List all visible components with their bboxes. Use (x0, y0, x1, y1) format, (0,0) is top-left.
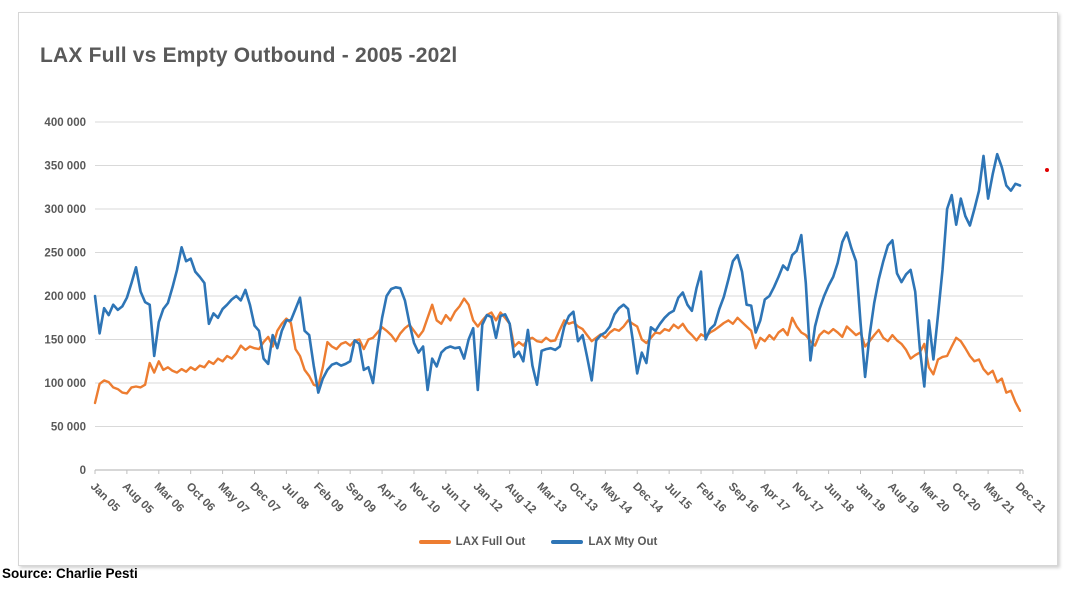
x-axis-tick-label: Feb 16 (694, 481, 728, 515)
x-axis-tick-label: Mar 06 (152, 481, 186, 515)
y-axis-tick-label: 150 000 (44, 335, 86, 347)
x-axis-tick-label: Feb 09 (311, 481, 345, 515)
chart-legend: LAX Full Out LAX Mty Out (0, 536, 1076, 548)
x-axis-tick-label: May 14 (598, 481, 634, 517)
x-axis-tick-label: Nov 10 (407, 481, 442, 516)
y-axis-tick-label: 350 000 (44, 161, 86, 173)
x-axis-tick-label: Oct 06 (184, 481, 217, 514)
x-axis-tick-label: Sep 09 (343, 481, 378, 516)
x-axis-tick-label: Jun 11 (439, 481, 473, 515)
y-axis-tick-label: 400 000 (44, 117, 86, 129)
x-axis-tick-label: Oct 20 (949, 481, 982, 514)
x-axis-tick-label: Jul 08 (279, 481, 311, 513)
x-axis-tick-label: Nov 17 (790, 481, 825, 516)
x-axis-tick-label: Jan 05 (88, 481, 122, 515)
x-axis-tick-label: Apr 17 (758, 481, 792, 515)
y-axis-tick-label: 200 000 (44, 291, 86, 303)
x-axis-tick-label: Mar 20 (917, 481, 951, 515)
x-axis-tick-label: Jul 15 (662, 481, 694, 513)
series-line-lax-full-out (93, 297, 1022, 412)
x-axis-tick-label: Jun 18 (821, 481, 856, 516)
x-axis-tick-label: Dec 14 (630, 481, 665, 516)
x-axis-tick-label: Aug 05 (120, 481, 156, 517)
x-axis-tick-label: Aug 12 (503, 481, 539, 517)
x-axis-tick-label: Apr 10 (375, 481, 409, 515)
x-axis-tick-label: Dec 21 (1013, 481, 1048, 516)
stray-red-dot (1045, 168, 1049, 172)
y-axis-tick-label: 250 000 (44, 248, 86, 260)
chart-container (18, 12, 1058, 566)
legend-label: LAX Full Out (455, 536, 526, 548)
x-axis-tick-label: May 07 (215, 481, 251, 517)
x-axis-tick-label: May 21 (981, 481, 1017, 517)
x-axis-tick-label: Aug 19 (885, 481, 921, 517)
y-axis-tick-label: 300 000 (44, 204, 86, 216)
x-axis-tick-label: Mar 13 (534, 481, 568, 515)
x-axis-tick-label: Dec 07 (247, 481, 282, 516)
x-axis-tick-label: Jan 12 (471, 481, 505, 515)
legend-label: LAX Mty Out (588, 536, 658, 548)
y-axis-tick-label: 100 000 (44, 378, 86, 390)
chart-title: LAX Full vs Empty Outbound - 2005 -202l (40, 44, 458, 67)
legend-item-lax-full-out: LAX Full Out (418, 536, 526, 548)
legend-line-swatch (551, 540, 584, 544)
x-axis-tick-label: Oct 13 (566, 481, 599, 514)
y-axis-tick-label: 50 000 (51, 422, 86, 434)
source-caption: Source: Charlie Pesti (2, 566, 138, 581)
x-axis-tick-label: Jan 19 (853, 481, 887, 515)
x-axis-tick-label: Sep 16 (726, 481, 761, 516)
y-axis-tick-label: 0 (80, 465, 86, 477)
legend-line-swatch (418, 540, 451, 544)
legend-item-lax-mty-out: LAX Mty Out (551, 536, 657, 548)
series-line-lax-mty-out (93, 152, 1022, 394)
